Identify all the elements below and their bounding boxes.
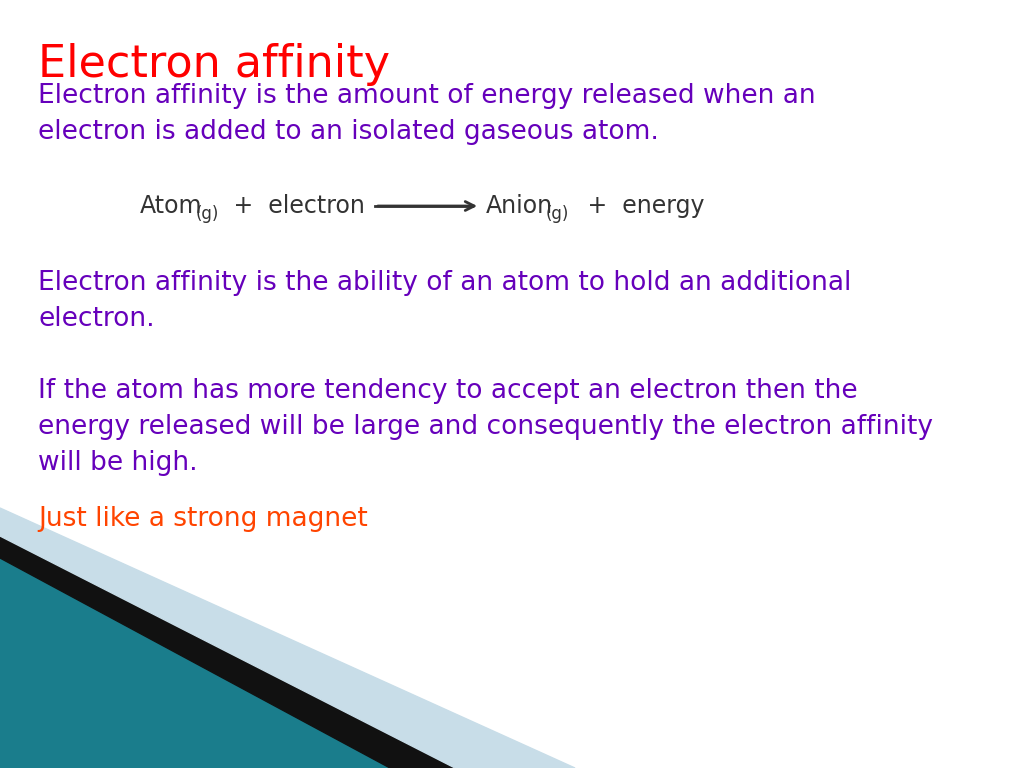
- Text: Electron affinity is the amount of energy released when an
electron is added to : Electron affinity is the amount of energ…: [38, 83, 816, 145]
- Text: +  energy: + energy: [580, 194, 705, 218]
- Text: If the atom has more tendency to accept an electron then the
energy released wil: If the atom has more tendency to accept …: [38, 378, 933, 476]
- Polygon shape: [0, 508, 575, 768]
- Text: (g): (g): [546, 205, 569, 223]
- Text: Anion: Anion: [486, 194, 553, 218]
- Text: Just like a strong magnet: Just like a strong magnet: [38, 506, 368, 532]
- Text: Atom: Atom: [140, 194, 203, 218]
- Polygon shape: [0, 536, 455, 768]
- Text: Electron affinity: Electron affinity: [38, 43, 390, 86]
- Text: +  electron: + electron: [226, 194, 380, 218]
- Text: (g): (g): [196, 205, 219, 223]
- Polygon shape: [0, 558, 390, 768]
- Text: Electron affinity is the ability of an atom to hold an additional
electron.: Electron affinity is the ability of an a…: [38, 270, 851, 332]
